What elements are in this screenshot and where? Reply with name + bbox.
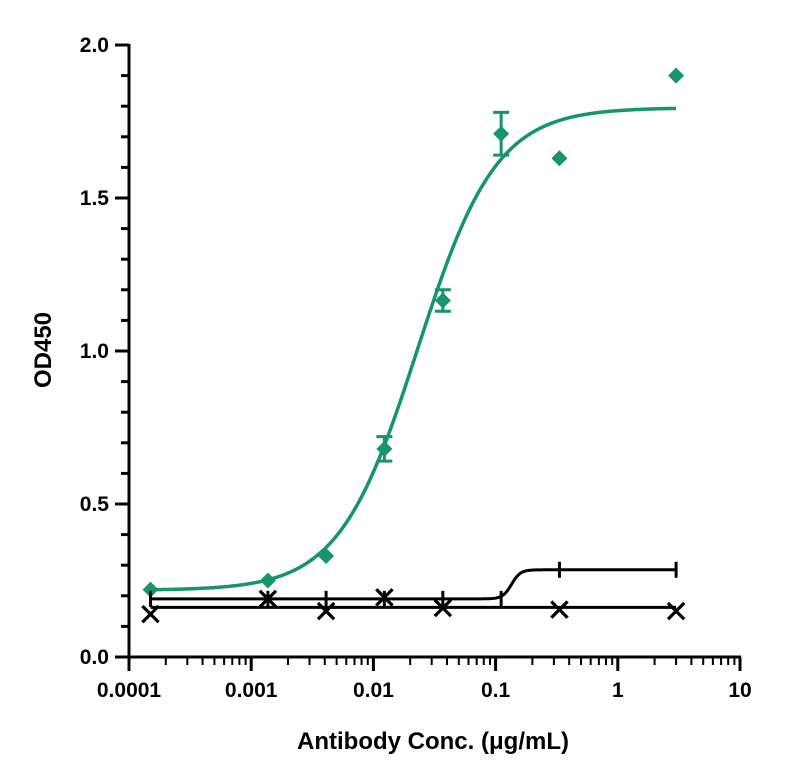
data-point-x (550, 600, 569, 619)
fit-curve-series-1 (150, 106, 677, 592)
data-point-diamond (493, 125, 510, 142)
data-point-x (316, 601, 336, 621)
data-point-diamond (434, 292, 451, 309)
x-axis: 0.0001 0.001 0.01 0.1 1 10 (97, 655, 752, 702)
data-point-x (141, 604, 160, 624)
y-tick-label: 0.0 (80, 646, 109, 669)
x-tick-label: 1 (612, 679, 624, 702)
x-tick-label: 0.1 (481, 679, 511, 702)
data-markers (141, 67, 686, 624)
data-point-diamond (551, 150, 568, 167)
data-point-x (666, 601, 686, 621)
fit-curves (150, 106, 677, 609)
data-point-x (258, 589, 278, 609)
x-tick-label: 0.001 (225, 679, 278, 702)
y-tick-label: 1.5 (80, 187, 110, 210)
y-axis: 0.0 0.5 1.0 1.5 2.0 (80, 34, 131, 669)
data-point-diamond (259, 572, 276, 589)
y-axis-title: OD450 (30, 312, 57, 388)
x-tick-label: 10 (728, 679, 751, 702)
data-point-diamond (376, 440, 393, 457)
x-tick-label: 0.0001 (97, 679, 162, 702)
data-point-diamond (318, 548, 335, 565)
data-point-diamond (668, 67, 685, 84)
data-point-x (433, 598, 453, 618)
y-tick-label: 1.0 (80, 340, 109, 363)
x-tick-label: 0.01 (353, 679, 394, 702)
x-axis-title: Antibody Conc. (μg/mL) (297, 728, 569, 755)
data-point-x (375, 588, 394, 607)
y-tick-label: 2.0 (80, 34, 109, 57)
plot-area: 0.0001 0.001 0.01 0.1 1 10 0.0 0.5 1.0 1.5 2.0 (80, 34, 752, 702)
data-point-diamond (142, 581, 159, 598)
fit-curve-series-2 (150, 568, 677, 601)
y-tick-label: 0.5 (80, 493, 110, 516)
